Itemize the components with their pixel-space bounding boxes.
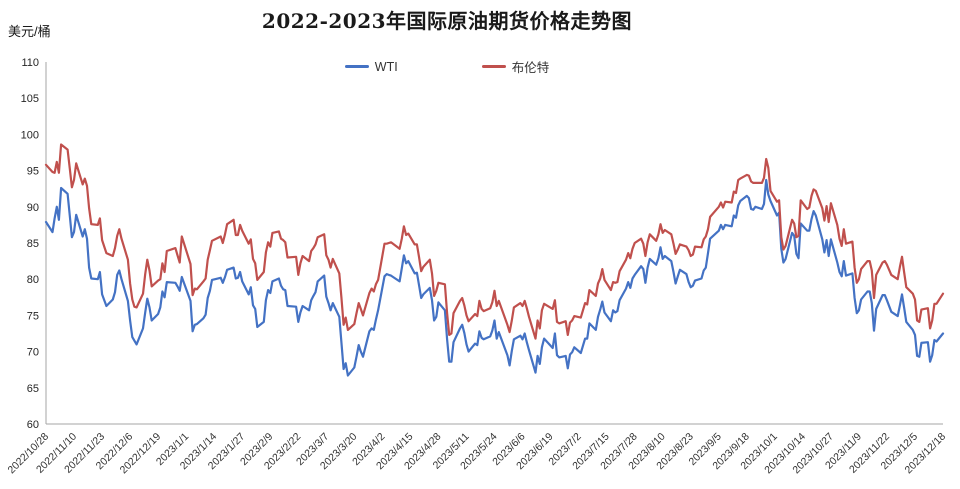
y-tick-label: 80	[27, 274, 39, 286]
legend: WTI 布伦特	[0, 57, 894, 76]
wti-line-swatch	[344, 64, 369, 69]
y-tick-label: 105	[21, 93, 39, 105]
y-tick-label: 70	[27, 347, 39, 359]
brent-line-swatch	[481, 64, 506, 69]
wti-line	[44, 178, 945, 377]
y-tick-label: 100	[21, 129, 39, 141]
y-tick-label: 85	[27, 238, 39, 250]
y-tick-label: 95	[27, 166, 39, 178]
y-tick-label: 110	[21, 57, 39, 69]
y-axis-unit-label: 美元/桶	[8, 24, 51, 39]
legend-item-wti: WTI	[344, 59, 398, 74]
y-tick-label: 65	[27, 383, 39, 395]
y-tick-label: 90	[27, 202, 39, 214]
y-tick-label: 60	[27, 419, 39, 431]
legend-item-brent: 布伦特	[481, 57, 550, 76]
brent-line	[44, 143, 945, 340]
brent-legend-label: 布伦特	[511, 61, 550, 75]
chart-title: 2022-2023年国际原油期货价格走势图	[261, 9, 633, 33]
y-tick-label: 75	[27, 310, 39, 322]
wti-legend-label: WTI	[374, 59, 398, 74]
